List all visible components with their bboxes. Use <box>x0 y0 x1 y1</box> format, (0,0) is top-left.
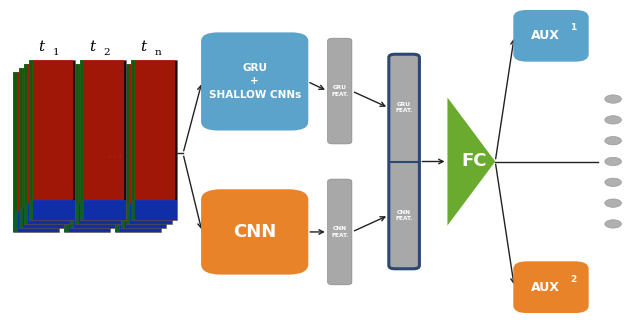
FancyBboxPatch shape <box>75 64 120 224</box>
FancyBboxPatch shape <box>75 64 79 224</box>
FancyBboxPatch shape <box>80 60 84 220</box>
FancyBboxPatch shape <box>19 207 65 228</box>
Text: CNN
FEAT.: CNN FEAT. <box>396 210 413 221</box>
Circle shape <box>605 199 621 207</box>
FancyBboxPatch shape <box>328 179 352 285</box>
FancyBboxPatch shape <box>73 68 114 209</box>
FancyBboxPatch shape <box>29 60 75 220</box>
FancyBboxPatch shape <box>65 72 110 232</box>
FancyBboxPatch shape <box>29 60 33 220</box>
FancyBboxPatch shape <box>19 68 23 228</box>
FancyBboxPatch shape <box>70 207 115 228</box>
FancyBboxPatch shape <box>129 64 170 205</box>
FancyBboxPatch shape <box>131 60 135 220</box>
FancyBboxPatch shape <box>131 60 177 220</box>
Circle shape <box>605 220 621 228</box>
Circle shape <box>605 95 621 103</box>
FancyBboxPatch shape <box>125 64 172 224</box>
Circle shape <box>605 137 621 145</box>
FancyBboxPatch shape <box>120 68 125 228</box>
Text: CNN: CNN <box>233 223 276 241</box>
FancyBboxPatch shape <box>389 54 419 269</box>
FancyBboxPatch shape <box>80 200 125 220</box>
Text: CNN
FEAT.: CNN FEAT. <box>331 226 348 237</box>
FancyBboxPatch shape <box>22 68 63 209</box>
FancyBboxPatch shape <box>19 68 65 228</box>
FancyBboxPatch shape <box>68 72 109 213</box>
Text: t: t <box>38 40 44 54</box>
FancyBboxPatch shape <box>70 68 74 228</box>
FancyBboxPatch shape <box>83 60 124 201</box>
Circle shape <box>605 157 621 166</box>
Text: 1: 1 <box>570 23 576 32</box>
FancyBboxPatch shape <box>29 200 75 220</box>
Text: ...: ... <box>106 144 124 162</box>
FancyBboxPatch shape <box>65 72 69 232</box>
FancyBboxPatch shape <box>17 72 58 213</box>
Polygon shape <box>447 98 495 225</box>
Text: AUX: AUX <box>531 29 559 42</box>
Text: t: t <box>140 40 146 54</box>
FancyBboxPatch shape <box>24 64 28 224</box>
Circle shape <box>605 178 621 186</box>
FancyBboxPatch shape <box>202 190 307 274</box>
Text: 2: 2 <box>103 48 110 57</box>
Text: n: n <box>154 48 161 57</box>
FancyBboxPatch shape <box>65 211 110 232</box>
FancyBboxPatch shape <box>75 203 120 224</box>
FancyBboxPatch shape <box>70 68 115 228</box>
FancyBboxPatch shape <box>115 72 120 232</box>
Circle shape <box>605 116 621 124</box>
FancyBboxPatch shape <box>33 60 73 201</box>
Text: GRU
FEAT.: GRU FEAT. <box>331 86 348 97</box>
Text: GRU
+
SHALLOW CNNs: GRU + SHALLOW CNNs <box>209 63 301 99</box>
FancyBboxPatch shape <box>328 38 352 144</box>
Text: 2: 2 <box>570 275 576 284</box>
FancyBboxPatch shape <box>515 11 588 61</box>
FancyBboxPatch shape <box>80 60 125 220</box>
Text: FC: FC <box>461 152 486 171</box>
FancyBboxPatch shape <box>78 64 118 205</box>
FancyBboxPatch shape <box>115 72 161 232</box>
FancyBboxPatch shape <box>13 72 18 232</box>
Text: AUX: AUX <box>531 281 559 294</box>
FancyBboxPatch shape <box>119 72 159 213</box>
FancyBboxPatch shape <box>131 200 177 220</box>
FancyBboxPatch shape <box>120 68 166 228</box>
Text: GRU
FEAT.: GRU FEAT. <box>396 102 413 113</box>
FancyBboxPatch shape <box>13 72 60 232</box>
FancyBboxPatch shape <box>125 203 172 224</box>
FancyBboxPatch shape <box>24 64 70 224</box>
FancyBboxPatch shape <box>115 211 161 232</box>
FancyBboxPatch shape <box>24 203 70 224</box>
FancyBboxPatch shape <box>13 211 60 232</box>
FancyBboxPatch shape <box>134 60 175 201</box>
Text: 1: 1 <box>52 48 59 57</box>
FancyBboxPatch shape <box>515 262 588 312</box>
FancyBboxPatch shape <box>120 207 166 228</box>
FancyBboxPatch shape <box>124 68 164 209</box>
Text: t: t <box>89 40 95 54</box>
FancyBboxPatch shape <box>125 64 130 224</box>
FancyBboxPatch shape <box>28 64 68 205</box>
FancyBboxPatch shape <box>202 33 307 130</box>
